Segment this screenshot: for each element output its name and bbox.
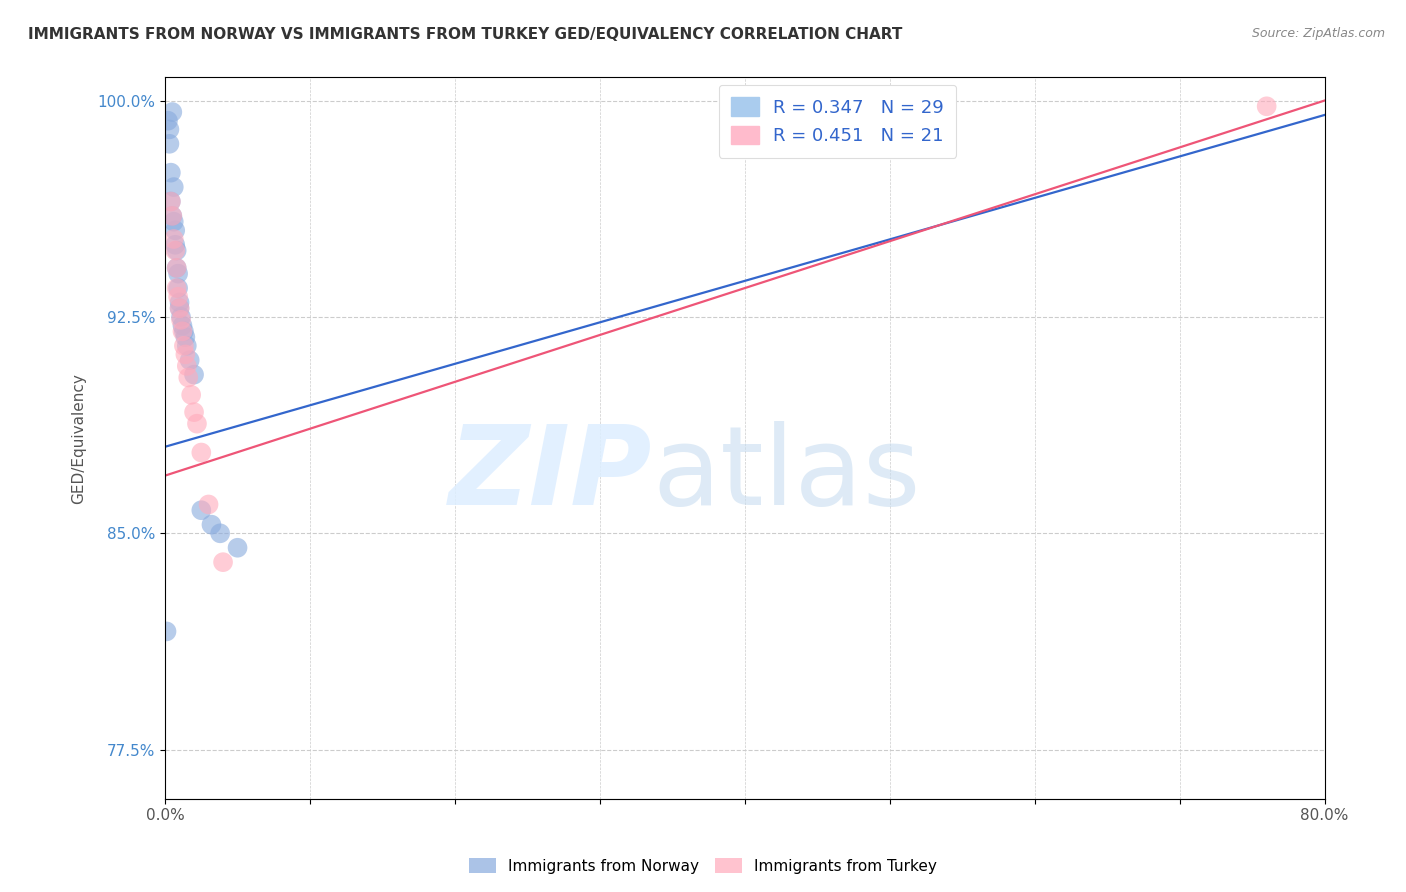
Point bbox=[179, 353, 201, 368]
Text: Source: ZipAtlas.com: Source: ZipAtlas.com bbox=[1251, 27, 1385, 40]
Point bbox=[162, 209, 184, 223]
Point bbox=[169, 295, 191, 310]
Point bbox=[209, 526, 232, 541]
Text: IMMIGRANTS FROM NORWAY VS IMMIGRANTS FROM TURKEY GED/EQUIVALENCY CORRELATION CHA: IMMIGRANTS FROM NORWAY VS IMMIGRANTS FRO… bbox=[28, 27, 903, 42]
Point bbox=[174, 330, 197, 344]
Point bbox=[170, 310, 193, 324]
Point bbox=[172, 318, 194, 333]
Point bbox=[183, 368, 205, 382]
Point bbox=[172, 324, 194, 338]
Point bbox=[155, 624, 177, 639]
Point bbox=[183, 405, 205, 419]
Point bbox=[167, 267, 190, 281]
Point bbox=[176, 339, 198, 353]
Point bbox=[170, 313, 193, 327]
Legend: R = 0.347   N = 29, R = 0.451   N = 21: R = 0.347 N = 29, R = 0.451 N = 21 bbox=[718, 85, 956, 158]
Point bbox=[165, 244, 187, 258]
Point bbox=[166, 244, 188, 258]
Point bbox=[190, 445, 212, 459]
Point bbox=[163, 215, 186, 229]
Legend: Immigrants from Norway, Immigrants from Turkey: Immigrants from Norway, Immigrants from … bbox=[463, 852, 943, 880]
Point bbox=[162, 105, 184, 120]
Point bbox=[174, 347, 197, 361]
Text: atlas: atlas bbox=[652, 421, 921, 528]
Point bbox=[160, 166, 183, 180]
Point bbox=[197, 498, 219, 512]
Point bbox=[157, 136, 180, 151]
Point bbox=[165, 237, 187, 252]
Point bbox=[226, 541, 249, 555]
Point bbox=[162, 209, 184, 223]
Point bbox=[173, 339, 195, 353]
Point bbox=[169, 301, 191, 316]
Point bbox=[169, 301, 191, 316]
Point bbox=[156, 113, 179, 128]
Point bbox=[180, 388, 202, 402]
Point bbox=[186, 417, 208, 431]
Point bbox=[200, 517, 222, 532]
Point bbox=[163, 180, 186, 194]
Point bbox=[173, 324, 195, 338]
Point bbox=[163, 232, 186, 246]
Text: ZIP: ZIP bbox=[449, 421, 652, 528]
Point bbox=[177, 370, 200, 384]
Point bbox=[166, 281, 188, 295]
Point bbox=[160, 194, 183, 209]
Y-axis label: GED/Equivalency: GED/Equivalency bbox=[72, 373, 86, 504]
Point bbox=[157, 122, 180, 136]
Point bbox=[160, 194, 183, 209]
Point bbox=[166, 260, 188, 275]
Point bbox=[176, 359, 198, 373]
Point bbox=[167, 281, 190, 295]
Point bbox=[190, 503, 212, 517]
Point bbox=[166, 260, 188, 275]
Point bbox=[1256, 99, 1278, 113]
Point bbox=[212, 555, 235, 569]
Point bbox=[167, 290, 190, 304]
Point bbox=[165, 223, 187, 237]
